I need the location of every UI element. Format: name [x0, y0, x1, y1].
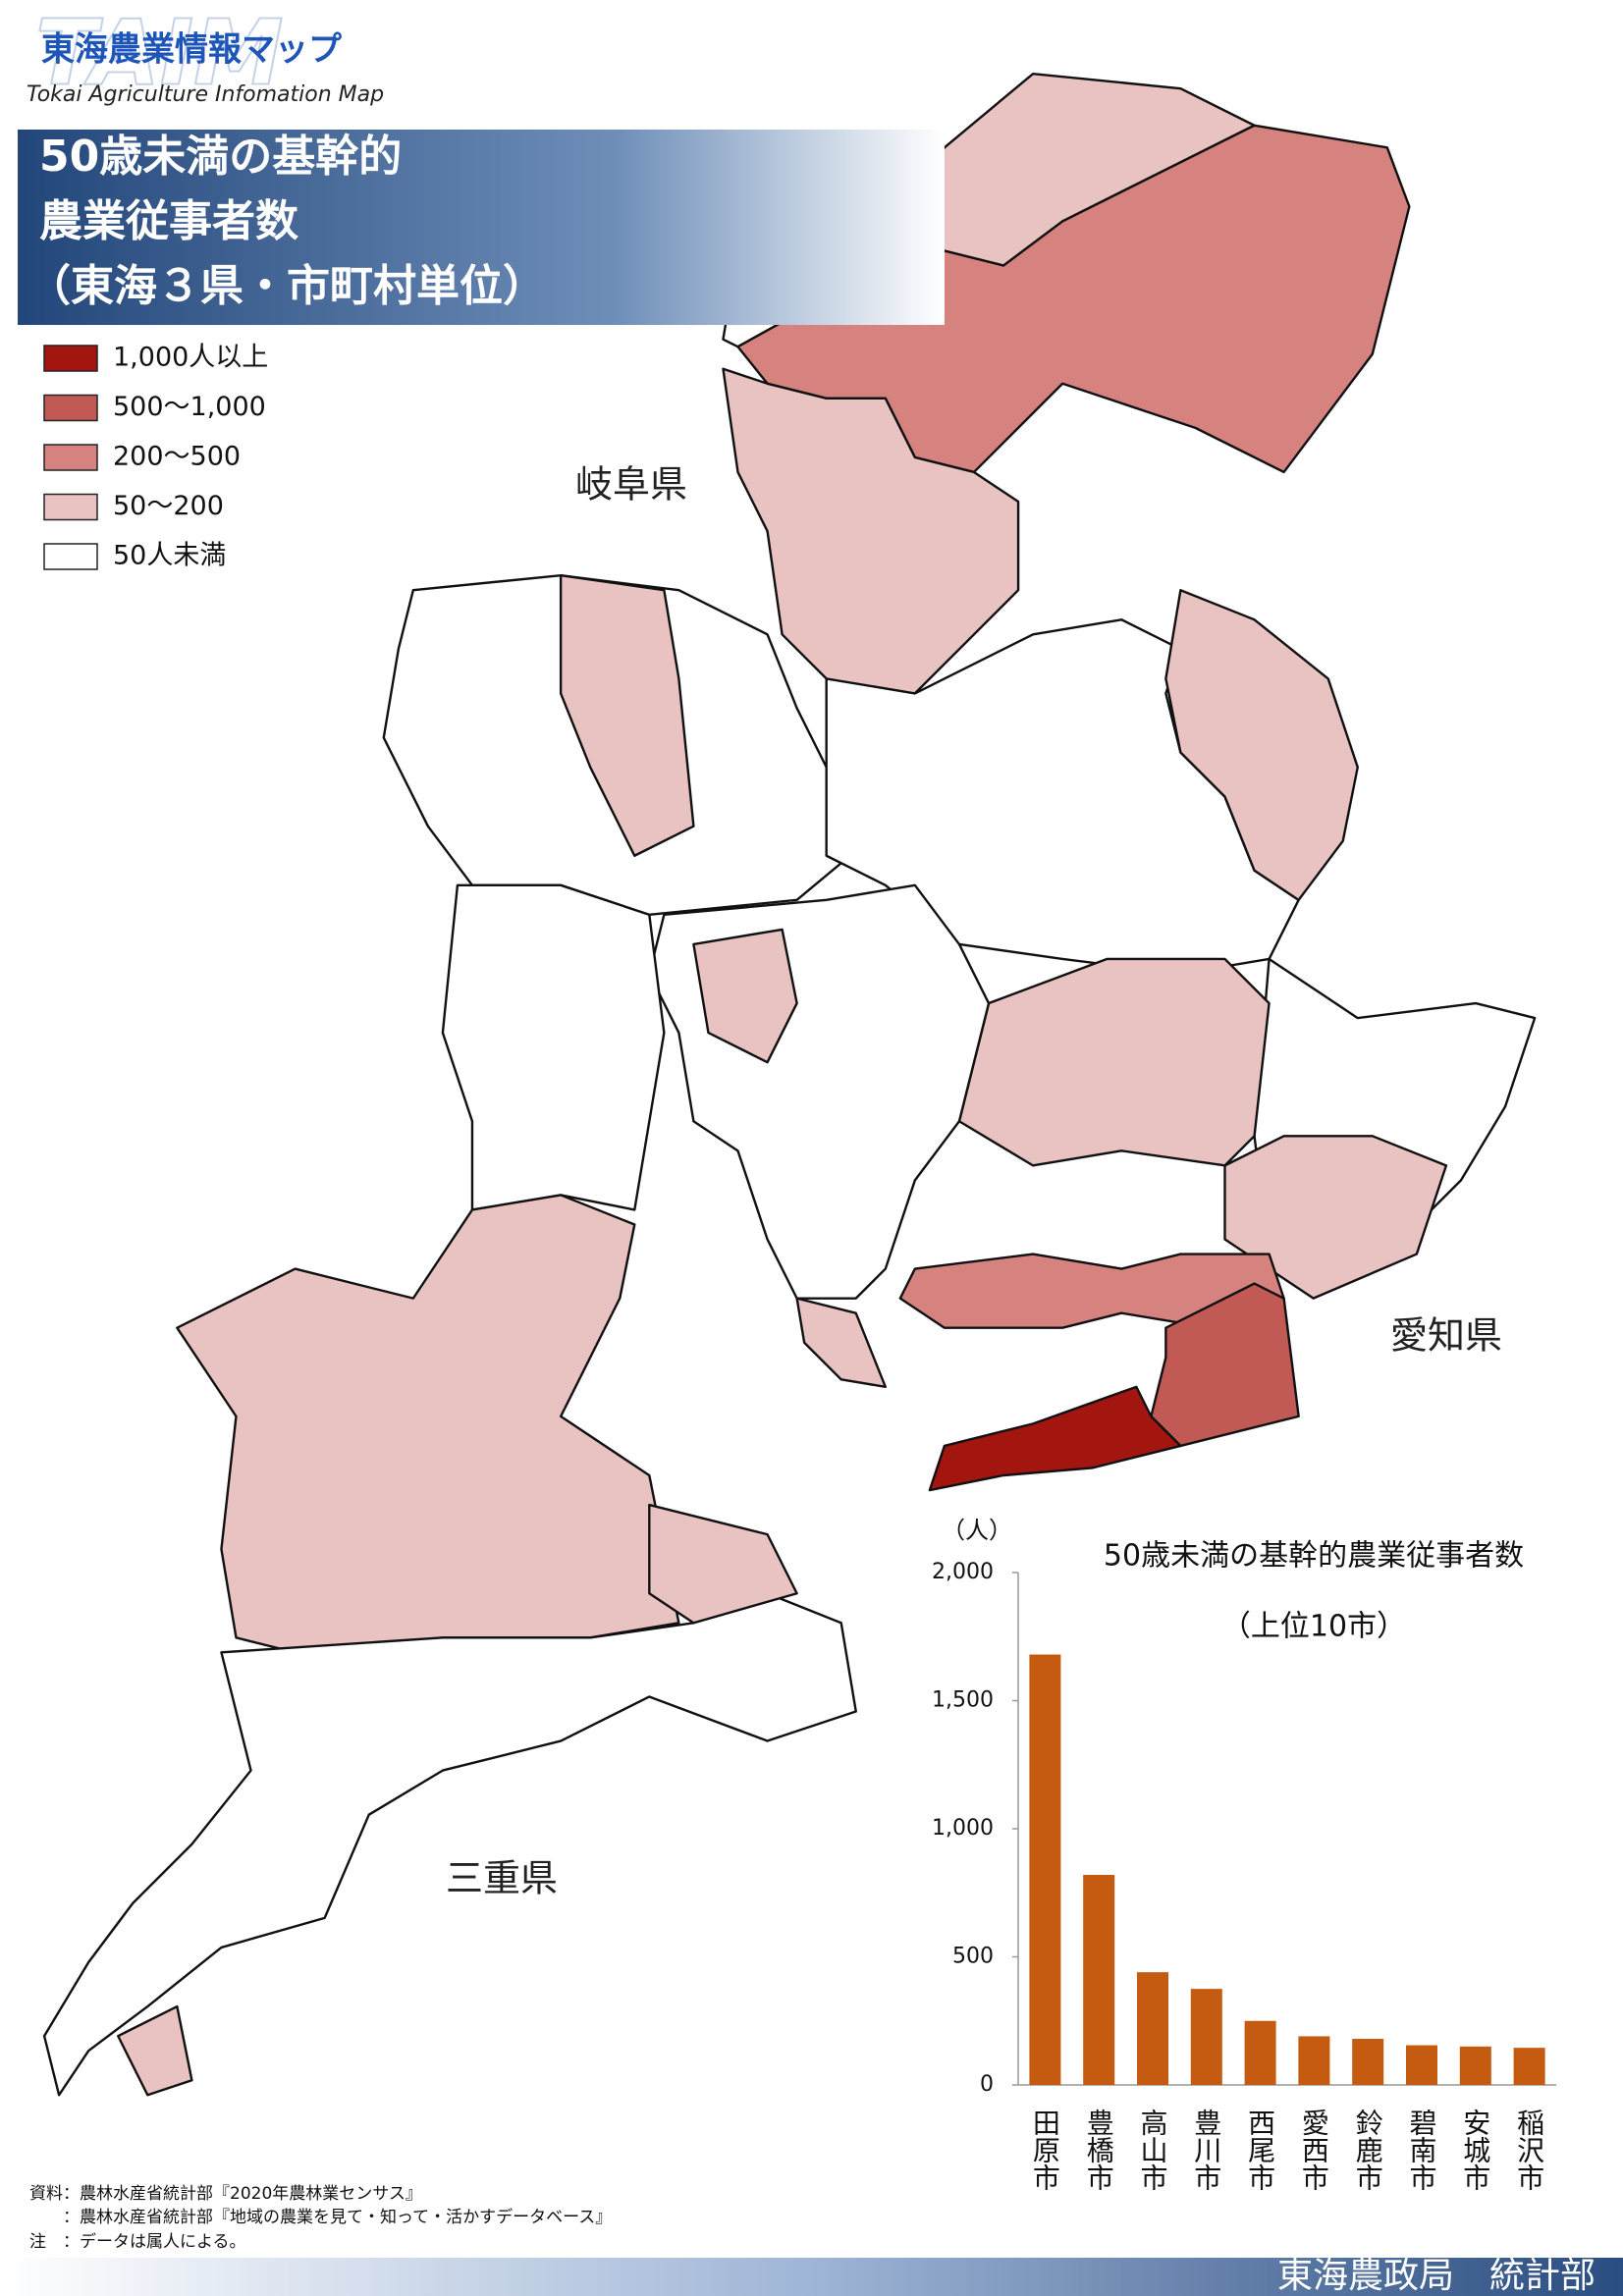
x-tick-label: 豊川市 [1190, 2109, 1222, 2191]
region [176, 1194, 680, 1654]
x-tick-label: 鈴鹿市 [1352, 2109, 1384, 2191]
chart-title: 50歳未満の基幹的農業従事者数 [1104, 1539, 1524, 1574]
title-line: （東海３県・市町村単位） [27, 261, 546, 311]
bar [1298, 2036, 1330, 2085]
legend-swatch [43, 394, 98, 422]
legend-label: 1,000人以上 [113, 343, 268, 373]
y-tick-label: 1,500 [932, 1688, 994, 1713]
legend-swatch [43, 543, 98, 570]
note: 資料：農林水産省統計部『2020年農林業センサス』 [29, 2184, 422, 2204]
region [957, 957, 1271, 1167]
y-tick-label: 1,000 [932, 1816, 994, 1841]
bar [1244, 2020, 1276, 2085]
legend-label: 200～500 [113, 442, 241, 472]
logo-mark: TAIM [35, 0, 284, 105]
region [559, 573, 695, 857]
legend-swatch [43, 493, 98, 521]
bar [1459, 2046, 1491, 2085]
legend-label: 50～200 [113, 491, 224, 521]
unit-label: （人） [942, 1517, 1012, 1544]
note: ：農林水産省統計部『地域の農業を見て・知って・活かすデータベース』 [29, 2207, 612, 2227]
bar [1352, 2039, 1384, 2085]
legend-label: 500～1,000 [113, 392, 266, 422]
y-tick-label: 2,000 [932, 1560, 994, 1584]
bar [1190, 1989, 1222, 2085]
title-line: 農業従事者数 [39, 196, 298, 246]
bar-chart: 0 500 1,000 1,500 2,000 田原市 豊橋市 高山市 豊川市 西尾市 愛西市 鈴鹿市… [932, 1560, 1556, 2191]
x-tick-label: 碧南市 [1406, 2109, 1438, 2191]
map [42, 72, 1537, 2097]
bar [1137, 1972, 1168, 2085]
region [117, 2004, 193, 2097]
prefecture-label: 愛知県 [1390, 1314, 1502, 1358]
legend: 1,000人以上 500～1,000 200～500 50～200 50人未満 [43, 343, 268, 571]
region [692, 928, 798, 1064]
x-tick-label: 安城市 [1459, 2109, 1491, 2191]
legend-label: 50人未満 [113, 541, 226, 571]
region [441, 883, 666, 1211]
region [1150, 1282, 1300, 1448]
note: 注 ：データは属人による。 [29, 2231, 246, 2252]
x-tick-label: 田原市 [1029, 2109, 1061, 2191]
x-tick-label: 高山市 [1137, 2109, 1169, 2191]
x-tick-label: 愛西市 [1298, 2109, 1330, 2191]
region [795, 1297, 888, 1389]
prefecture-label: 岐阜県 [575, 463, 687, 507]
logo-sub: Tokai Agriculture Infomation Map [27, 82, 384, 107]
region [648, 1503, 798, 1625]
region [928, 1385, 1182, 1492]
bar [1513, 2048, 1545, 2085]
region [1223, 1135, 1448, 1300]
prefecture-label: 三重県 [446, 1857, 558, 1900]
legend-swatch [43, 444, 98, 471]
bar [1029, 1654, 1061, 2085]
x-tick-label: 稲沢市 [1513, 2109, 1545, 2191]
x-tick-label: 西尾市 [1244, 2109, 1276, 2191]
footer-bar [0, 2258, 1623, 2296]
title-line: 50歳未満の基幹的 [39, 132, 402, 182]
title-box [18, 130, 945, 325]
title-group: 50歳未満の基幹的農業従事者数 （東海３県・市町村単位） [27, 132, 546, 311]
x-tick-label: 豊橋市 [1083, 2109, 1115, 2191]
bar [1406, 2045, 1437, 2085]
y-tick-label: 0 [980, 2072, 994, 2097]
footer-text: 東海農政局 統計部 [1277, 2256, 1596, 2296]
legend-swatch [43, 345, 98, 372]
y-tick-label: 500 [952, 1945, 994, 1969]
region [722, 367, 1020, 724]
bar [1083, 1874, 1115, 2085]
region [1164, 588, 1359, 902]
logo: 東海農業情報マップ [41, 30, 342, 70]
chart-subtitle: （上位10市） [1221, 1610, 1406, 1644]
